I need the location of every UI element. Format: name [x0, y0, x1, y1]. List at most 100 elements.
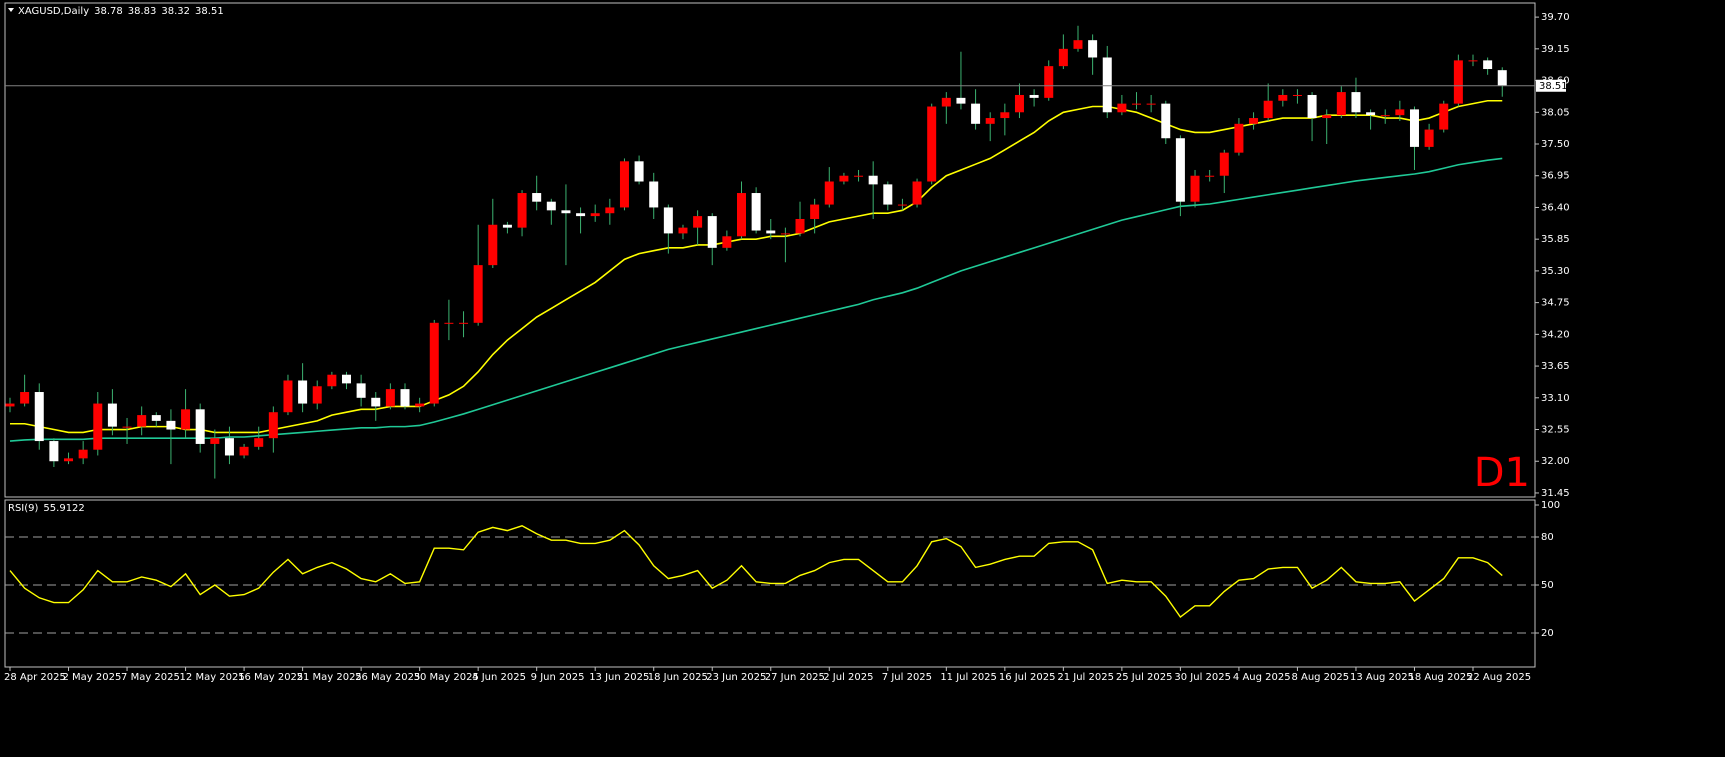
candle-body — [1058, 48, 1068, 67]
candle-body — [195, 409, 205, 444]
candle-body — [1366, 112, 1376, 116]
x-tick-label: 11 Jul 2025 — [940, 672, 997, 683]
candle-body — [634, 161, 644, 182]
y-tick-label: 34.20 — [1541, 329, 1570, 340]
candle-body — [444, 322, 454, 324]
candle-body — [1468, 60, 1478, 62]
chart-title: XAGUSD,Daily — [18, 6, 89, 17]
candle-body — [1439, 103, 1449, 130]
candle-body — [693, 216, 703, 228]
candle-body — [737, 193, 746, 237]
last-price-label: 38.51 — [1539, 81, 1568, 92]
candle-body — [971, 103, 981, 124]
candle-body — [1322, 115, 1332, 119]
candle-body — [341, 374, 351, 384]
y-tick-label: 38.05 — [1541, 107, 1570, 118]
candle-body — [941, 97, 951, 107]
candle-body — [1351, 92, 1361, 113]
y-tick-label: 32.55 — [1541, 425, 1570, 436]
candle-body — [1219, 152, 1229, 176]
candle-body — [619, 161, 629, 208]
candle-body — [722, 236, 732, 248]
x-tick-label: 13 Aug 2025 — [1350, 672, 1414, 683]
candle-body — [283, 380, 293, 413]
candle-body — [751, 193, 761, 231]
x-tick-label: 18 Aug 2025 — [1408, 672, 1472, 683]
x-tick-label: 16 Jul 2025 — [999, 672, 1056, 683]
candle-body — [546, 201, 556, 211]
candle-body — [590, 213, 600, 217]
candle-body — [707, 216, 717, 248]
candle-body — [137, 415, 147, 427]
candle-body — [868, 175, 878, 185]
x-tick-label: 30 Jul 2025 — [1174, 672, 1231, 683]
x-tick-label: 18 Jun 2025 — [648, 672, 708, 683]
candle-body — [459, 322, 469, 324]
candle-body — [429, 322, 439, 404]
candle-body — [49, 441, 59, 462]
y-tick-label: 80 — [1541, 532, 1554, 543]
menu-arrow[interactable] — [8, 8, 14, 12]
candle-body — [985, 118, 995, 124]
candle-body — [883, 184, 893, 205]
x-tick-label: 26 May 2025 — [355, 672, 420, 683]
candle-body — [649, 181, 659, 208]
candle-body — [1483, 60, 1493, 70]
candle-body — [5, 403, 15, 407]
candle-body — [1117, 103, 1127, 113]
candle-body — [780, 233, 790, 235]
candle-body — [766, 230, 776, 234]
candle-body — [517, 193, 527, 228]
candle-body — [956, 97, 966, 104]
candle-body — [64, 458, 74, 462]
candle-body — [20, 392, 30, 404]
y-tick-label: 36.95 — [1541, 171, 1570, 182]
candle-body — [1249, 118, 1259, 124]
candle-body — [107, 403, 117, 427]
rsi-title: RSI(9) — [8, 503, 39, 514]
y-tick-label: 100 — [1541, 500, 1560, 511]
candle-body — [371, 397, 381, 407]
candle-body — [298, 380, 308, 404]
y-tick-label: 32.00 — [1541, 456, 1570, 467]
x-tick-label: 25 Jul 2025 — [1116, 672, 1173, 683]
header-open: 38.78 — [94, 6, 123, 17]
candle-body — [181, 409, 191, 430]
candle-body — [502, 224, 512, 228]
candle-body — [356, 383, 366, 398]
candle-body — [1088, 40, 1098, 58]
candle-body — [663, 207, 673, 234]
candle-body — [415, 403, 425, 407]
x-tick-label: 23 Jun 2025 — [706, 672, 766, 683]
candle-body — [1014, 94, 1024, 113]
candle-body — [1102, 57, 1112, 113]
header-low: 38.32 — [161, 6, 190, 17]
rsi-line — [9, 525, 1503, 618]
x-tick-label: 2 May 2025 — [63, 672, 122, 683]
y-tick-label: 37.50 — [1541, 139, 1570, 150]
x-tick-label: 21 Jul 2025 — [1057, 672, 1114, 683]
x-tick-label: 9 Jun 2025 — [531, 672, 585, 683]
x-tick-label: 7 Jul 2025 — [882, 672, 932, 683]
candle-body — [1146, 103, 1156, 105]
candle-body — [268, 412, 278, 439]
candle-body — [224, 438, 234, 456]
candle-body — [854, 175, 864, 177]
candle-body — [1497, 70, 1507, 86]
candle-body — [1161, 103, 1171, 139]
candle-body — [210, 438, 220, 444]
y-tick-label: 50 — [1541, 580, 1554, 591]
candle-body — [1380, 115, 1390, 117]
x-tick-label: 16 May 2025 — [238, 672, 303, 683]
last-price-box — [1536, 79, 1566, 92]
y-tick-label: 31.45 — [1541, 488, 1570, 499]
candle-body — [78, 449, 88, 459]
x-tick-label: 21 May 2025 — [297, 672, 362, 683]
x-tick-label: 30 May 2025 — [414, 672, 479, 683]
y-tick-label: 35.30 — [1541, 266, 1570, 277]
x-tick-label: 13 Jun 2025 — [589, 672, 649, 683]
candle-body — [1336, 92, 1346, 116]
y-tick-label: 34.75 — [1541, 298, 1570, 309]
candle-body — [561, 210, 571, 214]
